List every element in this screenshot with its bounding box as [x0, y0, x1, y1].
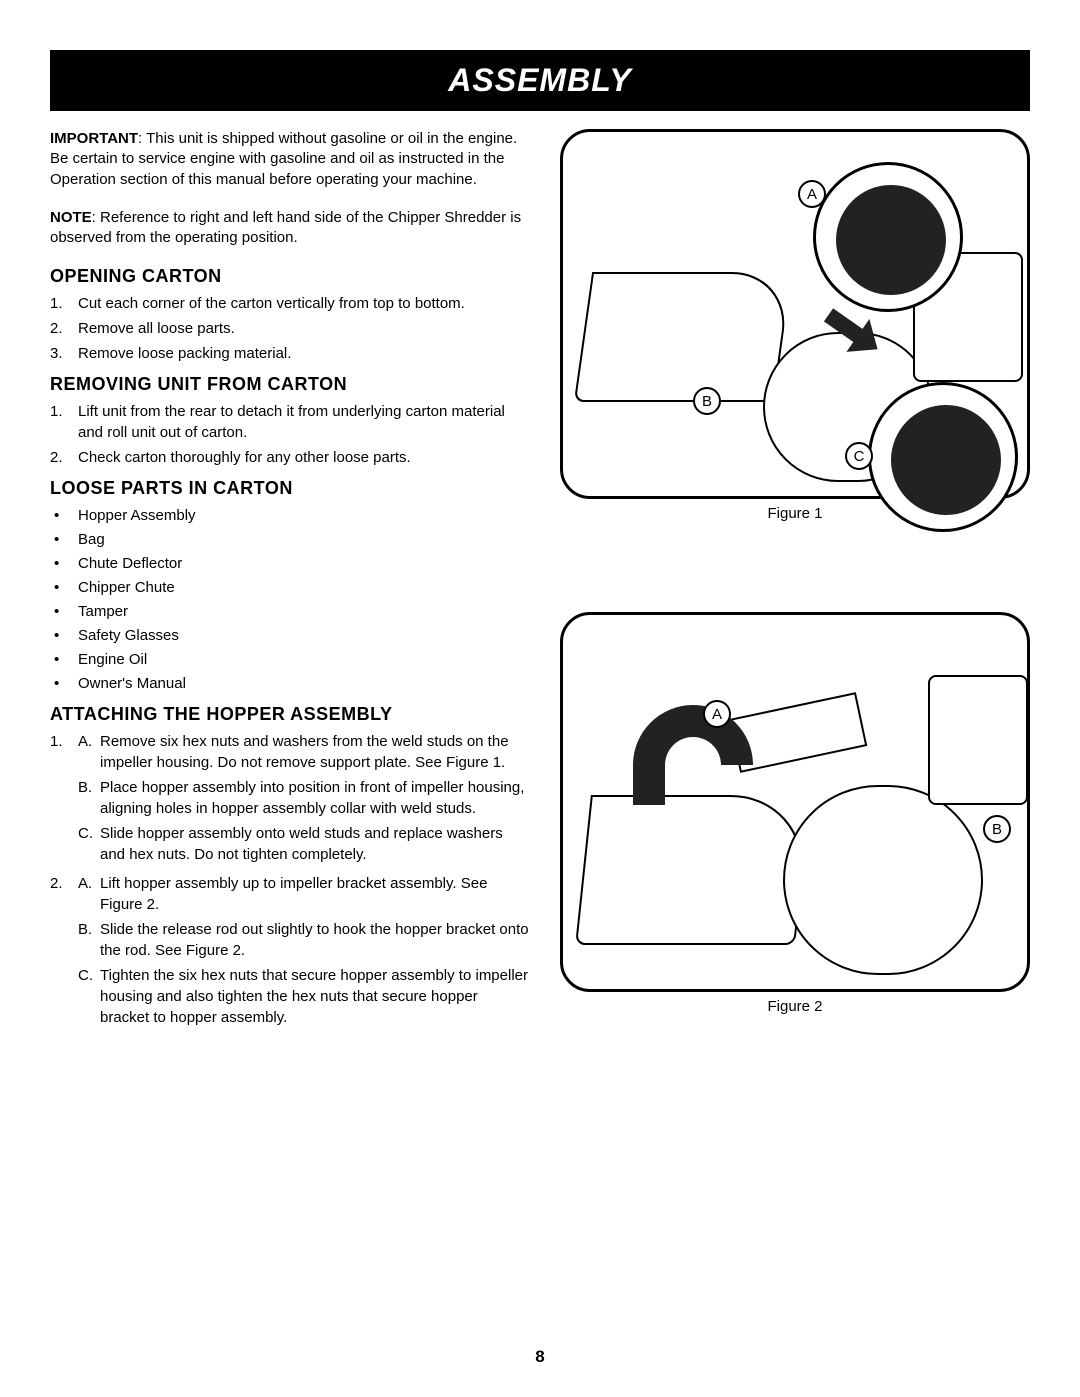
left-column: IMPORTANT: This unit is shipped without … — [50, 129, 530, 1036]
note-text: : Reference to right and left hand side … — [50, 209, 521, 246]
list-item: •Bag — [50, 529, 530, 550]
bullet-icon: • — [50, 649, 78, 670]
hopper-list: 1. A.Remove six hex nuts and washers fro… — [50, 731, 530, 1032]
callout-label-c: C — [845, 442, 873, 470]
important-paragraph: IMPORTANT: This unit is shipped without … — [50, 129, 530, 190]
engine-block-shape — [928, 675, 1028, 805]
figure-2-box: A B — [560, 612, 1030, 992]
opening-list: 1.Cut each corner of the carton vertical… — [50, 293, 530, 364]
sub-letter: B. — [78, 919, 100, 961]
machine-body-shape — [574, 272, 792, 402]
sub-text: Slide the release rod out slightly to ho… — [100, 919, 530, 961]
figure-2-caption: Figure 2 — [560, 998, 1030, 1015]
list-item: 1.Lift unit from the rear to detach it f… — [50, 401, 530, 443]
list-text: Check carton thoroughly for any other lo… — [78, 447, 411, 468]
list-text: Cut each corner of the carton vertically… — [78, 293, 465, 314]
sub-item: B.Place hopper assembly into position in… — [78, 777, 530, 819]
list-item: 2. A.Lift hopper assembly up to impeller… — [50, 873, 530, 1032]
bullet-icon: • — [50, 673, 78, 694]
page: ASSEMBLY IMPORTANT: This unit is shipped… — [0, 0, 1080, 1036]
list-item: •Owner's Manual — [50, 673, 530, 694]
sub-text: Slide hopper assembly onto weld studs an… — [100, 823, 530, 865]
list-number: 1. — [50, 293, 78, 314]
dark-inner-circle — [891, 405, 1001, 515]
list-number: 1. — [50, 401, 78, 443]
page-title-bar: ASSEMBLY — [50, 50, 1030, 111]
section-hopper-heading: ATTACHING THE HOPPER ASSEMBLY — [50, 704, 530, 725]
removing-list: 1.Lift unit from the rear to detach it f… — [50, 401, 530, 468]
list-text: Chipper Chute — [78, 577, 175, 598]
list-item: 1.Cut each corner of the carton vertical… — [50, 293, 530, 314]
section-opening-heading: OPENING CARTON — [50, 266, 530, 287]
list-number: 1. — [50, 731, 78, 869]
sub-item: C.Tighten the six hex nuts that secure h… — [78, 965, 530, 1028]
list-text: Tamper — [78, 601, 128, 622]
list-item: 3.Remove loose packing material. — [50, 343, 530, 364]
sub-item: C.Slide hopper assembly onto weld studs … — [78, 823, 530, 865]
page-number: 8 — [0, 1347, 1080, 1367]
loose-parts-list: •Hopper Assembly •Bag •Chute Deflector •… — [50, 505, 530, 694]
machine-body-shape — [575, 795, 811, 945]
list-number: 2. — [50, 447, 78, 468]
callout-label-b: B — [693, 387, 721, 415]
sub-letter: A. — [78, 731, 100, 773]
bullet-icon: • — [50, 577, 78, 598]
detail-circle-a — [813, 162, 963, 312]
callout-label-a: A — [798, 180, 826, 208]
bullet-icon: • — [50, 553, 78, 574]
bullet-icon: • — [50, 601, 78, 622]
section-loose-heading: LOOSE PARTS IN CARTON — [50, 478, 530, 499]
list-text: Safety Glasses — [78, 625, 179, 646]
sub-letter: B. — [78, 777, 100, 819]
note-paragraph: NOTE: Reference to right and left hand s… — [50, 208, 530, 249]
list-text: Remove all loose parts. — [78, 318, 235, 339]
list-text: Bag — [78, 529, 105, 550]
sub-text: Place hopper assembly into position in f… — [100, 777, 530, 819]
list-item: •Tamper — [50, 601, 530, 622]
bullet-icon: • — [50, 529, 78, 550]
list-item: •Safety Glasses — [50, 625, 530, 646]
dark-inner-circle — [836, 185, 946, 295]
section-removing-heading: REMOVING UNIT FROM CARTON — [50, 374, 530, 395]
sub-letter: C. — [78, 965, 100, 1028]
list-text: Engine Oil — [78, 649, 147, 670]
list-item: •Engine Oil — [50, 649, 530, 670]
sublist: A.Remove six hex nuts and washers from t… — [78, 731, 530, 869]
sublist: A.Lift hopper assembly up to impeller br… — [78, 873, 530, 1032]
list-item: •Chute Deflector — [50, 553, 530, 574]
impeller-housing-shape — [783, 785, 983, 975]
sub-text: Remove six hex nuts and washers from the… — [100, 731, 530, 773]
list-number: 2. — [50, 873, 78, 1032]
important-label: IMPORTANT — [50, 130, 138, 147]
figure-1-box: A B C — [560, 129, 1030, 499]
note-label: NOTE — [50, 209, 92, 226]
list-text: Remove loose packing material. — [78, 343, 291, 364]
list-number: 2. — [50, 318, 78, 339]
content-columns: IMPORTANT: This unit is shipped without … — [50, 129, 1030, 1036]
bullet-icon: • — [50, 625, 78, 646]
list-text: Chute Deflector — [78, 553, 182, 574]
sub-text: Tighten the six hex nuts that secure hop… — [100, 965, 530, 1028]
list-item: 2.Check carton thoroughly for any other … — [50, 447, 530, 468]
bullet-icon: • — [50, 505, 78, 526]
sub-letter: C. — [78, 823, 100, 865]
list-item: 2.Remove all loose parts. — [50, 318, 530, 339]
callout-label-b: B — [983, 815, 1011, 843]
callout-label-a: A — [703, 700, 731, 728]
list-text: Owner's Manual — [78, 673, 186, 694]
sub-item: A.Lift hopper assembly up to impeller br… — [78, 873, 530, 915]
sub-text: Lift hopper assembly up to impeller brac… — [100, 873, 530, 915]
detail-circle-c — [868, 382, 1018, 532]
sub-item: A.Remove six hex nuts and washers from t… — [78, 731, 530, 773]
list-text: Lift unit from the rear to detach it fro… — [78, 401, 530, 443]
list-item: •Hopper Assembly — [50, 505, 530, 526]
right-column: A B C Figure 1 A B Figure 2 — [560, 129, 1030, 1036]
sub-letter: A. — [78, 873, 100, 915]
list-number: 3. — [50, 343, 78, 364]
sub-item: B.Slide the release rod out slightly to … — [78, 919, 530, 961]
list-item: •Chipper Chute — [50, 577, 530, 598]
list-text: Hopper Assembly — [78, 505, 196, 526]
list-item: 1. A.Remove six hex nuts and washers fro… — [50, 731, 530, 869]
